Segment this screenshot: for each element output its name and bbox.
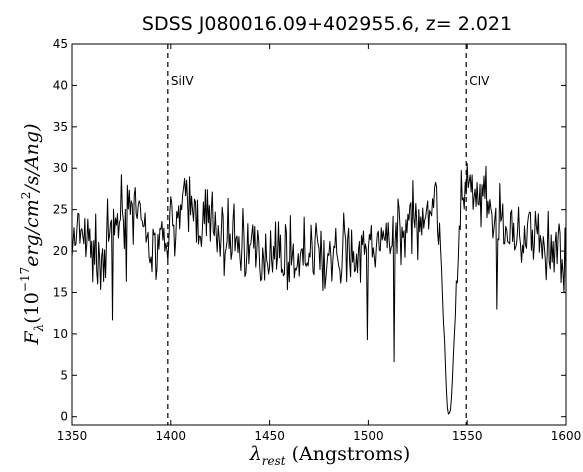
annotation-label: CIV [469, 74, 490, 88]
y-tick-label: 30 [53, 161, 68, 175]
y-tick-label: 5 [60, 368, 68, 382]
y-tick-label: 10 [53, 327, 68, 341]
x-tick-label: 1500 [353, 429, 384, 443]
y-tick-label: 40 [53, 78, 68, 92]
y-tick-label: 15 [53, 285, 68, 299]
spectrum-line [71, 163, 567, 415]
annotation-label: SiIV [171, 74, 194, 88]
spectrum-series [71, 163, 567, 415]
y-tick-label: 25 [53, 203, 68, 217]
line-markers: SiIV CIV [167, 44, 490, 425]
x-axis-label: λrest (Angstroms) [249, 443, 411, 468]
x-tick-label: 1350 [57, 429, 88, 443]
y-tick-label: 35 [53, 120, 68, 134]
plot-frame [71, 43, 567, 426]
x-tick-label: 1400 [156, 429, 187, 443]
x-tick-label: 1450 [254, 429, 285, 443]
y-tick-label: 45 [53, 37, 68, 51]
y-tick-label: 0 [60, 410, 68, 424]
x-axis-ticks: 1350 1400 1450 1500 1550 1600 [57, 44, 582, 443]
chart-title: SDSS J080016.09+402955.6, z= 2.021 [142, 13, 512, 35]
y-axis-ticks: 0 5 10 15 20 25 30 35 40 45 [53, 37, 566, 424]
y-tick-label: 20 [53, 244, 68, 258]
x-tick-label: 1600 [551, 429, 582, 443]
x-tick-label: 1550 [452, 429, 483, 443]
y-axis-label: Fλ(10−17erg/cm2/s/Ang) [18, 123, 46, 345]
